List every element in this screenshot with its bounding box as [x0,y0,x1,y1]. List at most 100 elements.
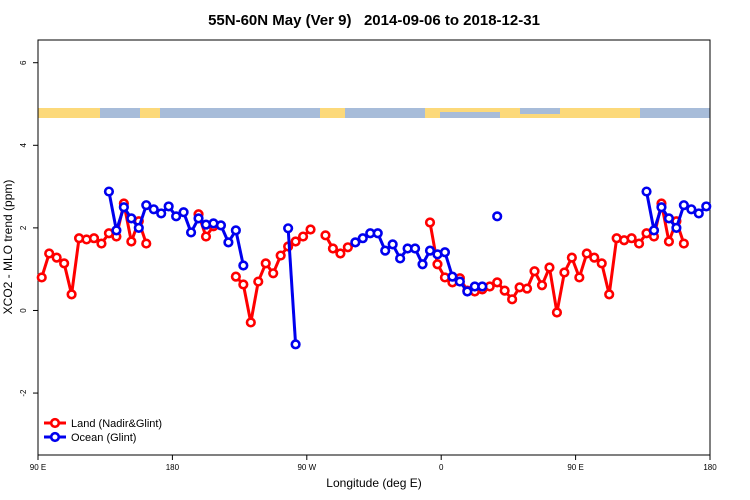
x-tick-label: 0 [439,463,444,472]
data-point [260,258,271,269]
data-point [447,271,458,282]
data-point [51,252,62,263]
data-point [492,211,503,222]
x-tick-label: 90 E [567,463,583,472]
data-point [477,281,488,292]
data-point [223,237,234,248]
data-point [148,204,159,215]
data-point [596,258,607,269]
x-tick-label: 180 [703,463,717,472]
x-tick-label: 90 W [297,463,316,472]
data-point [230,271,241,282]
data-point [581,248,592,259]
y-tick-label: 4 [19,143,28,148]
data-point [507,294,518,305]
data-point [178,207,189,218]
data-point [409,243,421,254]
data-point [44,248,55,259]
data-point [663,236,675,247]
y-tick-label: 2 [19,225,28,230]
data-point [111,225,122,236]
data-point [253,276,264,287]
data-point [88,233,100,244]
data-point [290,339,301,350]
data-point [380,245,391,256]
data-point [163,201,174,212]
data-point [559,267,570,278]
data-point [126,236,137,247]
data-point [686,204,697,215]
data-point [701,201,712,212]
data-point [648,225,660,236]
data-point [671,222,682,233]
data-point [499,285,510,296]
data-point [589,252,600,263]
data-point [327,243,339,254]
data-point [656,202,667,213]
data-point [424,245,436,256]
data-point [604,289,615,300]
data-point [626,233,637,244]
y-axis-label: XCO2 - MLO trend (ppm) [1,180,15,315]
data-point [529,266,540,277]
data-point [492,277,503,288]
y-tick-label: 6 [19,60,28,65]
series-line [286,228,298,345]
data-point [432,259,443,270]
data-point [663,213,675,224]
data-point [678,238,689,249]
data-point [544,262,555,273]
data-point [462,286,473,297]
data-point [36,272,47,283]
data-point [215,220,227,231]
data-point [693,208,704,219]
data-point [238,279,249,290]
data-point [521,283,533,294]
data-point [171,211,182,222]
chart-title: 55N-60N May (Ver 9) 2014-09-06 to 2018-1… [208,12,540,29]
data-point [103,186,115,197]
data-point [395,253,406,264]
data-point [357,233,368,244]
legend-label: Ocean (Glint) [71,432,136,444]
legend-marker [49,431,61,443]
data-point [268,268,279,279]
data-point [439,247,451,258]
plot-frame [37,39,711,456]
data-point [59,258,70,269]
data-point [633,238,645,249]
data-point [185,227,197,238]
data-point [454,276,465,287]
x-tick-label: 90 E [30,463,46,472]
y-tick-label: 0 [19,308,28,313]
y-tick-label: -2 [19,389,28,397]
map-strip [38,108,710,118]
legend-marker [49,417,61,429]
data-point [551,307,563,318]
data-point [275,250,286,261]
x-tick-label: 180 [166,463,180,472]
x-axis-label: Longitude (deg E) [326,476,421,490]
legend-label: Land (Nadir&Glint) [71,418,162,430]
data-point [342,242,353,253]
data-point [200,231,212,242]
data-point [283,223,294,234]
data-point [238,260,249,271]
data-point [297,231,309,242]
data-point [245,317,256,328]
data-point [574,272,585,283]
data-point [320,230,331,241]
data-point [193,213,204,224]
data-point [230,225,241,236]
data-point [66,289,77,300]
data-point [96,238,107,249]
data-point [387,239,398,250]
data-point [566,252,577,263]
data-point [141,200,152,211]
data-point [350,237,361,248]
data-point [417,259,428,270]
data-point [305,224,316,235]
data-point [424,217,436,228]
